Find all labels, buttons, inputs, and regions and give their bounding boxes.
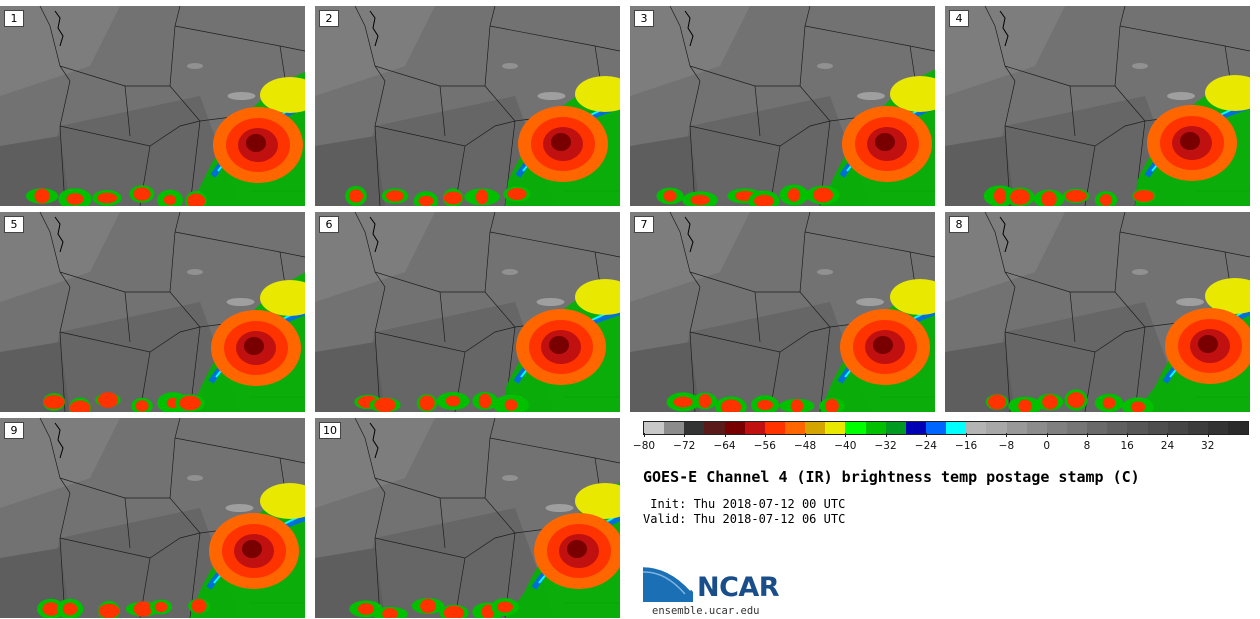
colorbar-tick-label: −8: [998, 440, 1015, 452]
colorbar-segment: [1107, 422, 1128, 434]
colorbar-tick-label: −80: [632, 440, 656, 452]
colorbar-tick-label: −24: [914, 440, 937, 452]
colorbar-segment: [986, 422, 1007, 434]
panel-number: 1: [4, 10, 24, 27]
valid-time: Valid: Thu 2018-07-12 06 UTC: [643, 512, 846, 526]
colorbar-tick-label: −40: [834, 440, 857, 452]
colorbar-tick-mark: [1127, 433, 1129, 437]
panel-number: 4: [949, 10, 969, 27]
colorbar-segment: [825, 422, 846, 434]
figure-title: GOES-E Channel 4 (IR) brightness temp po…: [643, 468, 1140, 486]
colorbar-segment: [885, 422, 906, 434]
colorbar-tick-mark: [1086, 433, 1088, 437]
panel-number: 9: [4, 422, 24, 439]
colorbar-segment: [1066, 422, 1088, 434]
panel-number: 10: [319, 422, 341, 439]
colorbar-segment: [724, 422, 745, 434]
panel-number: 7: [634, 216, 654, 233]
postage-stamp-panel: 1: [0, 6, 305, 206]
panel-number: 3: [634, 10, 654, 27]
satellite-map: [945, 6, 1250, 206]
satellite-map: [630, 212, 935, 412]
colorbar-segment: [1228, 422, 1249, 434]
colorbar-tick-label: 24: [1160, 440, 1175, 452]
postage-stamp-panel: 9: [0, 418, 305, 618]
colorbar-tick-mark: [966, 433, 968, 437]
colorbar-tick-mark: [764, 433, 766, 437]
colorbar-segment: [1147, 422, 1168, 434]
colorbar-tick-label: −64: [713, 440, 736, 452]
colorbar-tick-label: −48: [793, 440, 817, 452]
colorbar-segment: [905, 422, 926, 434]
colorbar-segment: [805, 422, 826, 434]
panel-number: 5: [4, 216, 24, 233]
colorbar-tick-mark: [644, 433, 645, 437]
satellite-map: [0, 418, 305, 618]
satellite-map: [945, 212, 1250, 412]
colorbar-segment: [664, 422, 685, 434]
satellite-map: [0, 212, 305, 412]
colorbar-tick-mark: [1167, 433, 1169, 437]
colorbar-segment: [784, 422, 806, 434]
colorbar-segment: [946, 422, 967, 434]
temperature-colorbar: [643, 421, 1249, 435]
colorbar-segment: [1187, 422, 1208, 434]
colorbar-segment: [764, 422, 785, 434]
postage-stamp-panel: 10: [315, 418, 620, 618]
colorbar-segment: [744, 422, 765, 434]
colorbar-tick-mark: [684, 433, 686, 437]
colorbar-tick-label: −16: [955, 440, 978, 452]
postage-stamp-panel: 3: [630, 6, 935, 206]
colorbar-segment: [966, 422, 987, 434]
panel-number: 6: [319, 216, 339, 233]
colorbar-tick-mark: [845, 433, 847, 437]
colorbar-tick-label: −72: [673, 440, 696, 452]
colorbar-segment: [1207, 422, 1229, 434]
satellite-map: [315, 212, 620, 412]
colorbar-tick-mark: [1046, 433, 1048, 437]
source-url: ensemble.ucar.edu: [652, 605, 760, 617]
colorbar-tick-label: −32: [874, 440, 897, 452]
colorbar-segment: [1087, 422, 1108, 434]
colorbar-tick-mark: [925, 433, 927, 437]
colorbar-segment: [1046, 422, 1067, 434]
ncar-logo-icon: [643, 564, 693, 602]
colorbar-segment: [845, 422, 866, 434]
init-time: Init: Thu 2018-07-12 00 UTC: [643, 497, 846, 511]
colorbar-segment: [644, 422, 665, 434]
colorbar-segment: [684, 422, 705, 434]
satellite-map: [630, 6, 935, 206]
colorbar-tick-mark: [724, 433, 726, 437]
satellite-map: [0, 6, 305, 206]
colorbar-segment: [865, 422, 886, 434]
satellite-map: [315, 6, 620, 206]
postage-stamp-panel: 5: [0, 212, 305, 412]
colorbar-tick-mark: [1207, 433, 1209, 437]
colorbar-tick-mark: [805, 433, 807, 437]
panel-number: 8: [949, 216, 969, 233]
colorbar-tick-label: 8: [1083, 440, 1091, 452]
postage-stamp-panel: 7: [630, 212, 935, 412]
satellite-map: [315, 418, 620, 618]
colorbar-segment: [1006, 422, 1027, 434]
colorbar-segment: [704, 422, 725, 434]
colorbar-segment: [1026, 422, 1047, 434]
colorbar-ticks: −80 −72 −64 −56 −48 −40 −32 −24 −16 −8 0 8 16 24 32: [633, 433, 1249, 455]
postage-stamp-panel: 8: [945, 212, 1250, 412]
colorbar-tick-label: 32: [1201, 440, 1215, 452]
postage-stamp-panel: 6: [315, 212, 620, 412]
colorbar-segment: [1127, 422, 1148, 434]
colorbar-segment: [925, 422, 947, 434]
panel-number: 2: [319, 10, 339, 27]
postage-stamp-panel: 2: [315, 6, 620, 206]
postage-stamp-panel: 4: [945, 6, 1250, 206]
colorbar-tick-mark: [885, 433, 887, 437]
colorbar-tick-mark: [1006, 433, 1008, 437]
colorbar-tick-label: 16: [1120, 440, 1134, 452]
ncar-logo-text: NCAR: [697, 572, 780, 603]
colorbar-tick-label: −56: [753, 440, 776, 452]
colorbar-tick-label: 0: [1043, 440, 1050, 452]
colorbar-segment: [1167, 422, 1188, 434]
